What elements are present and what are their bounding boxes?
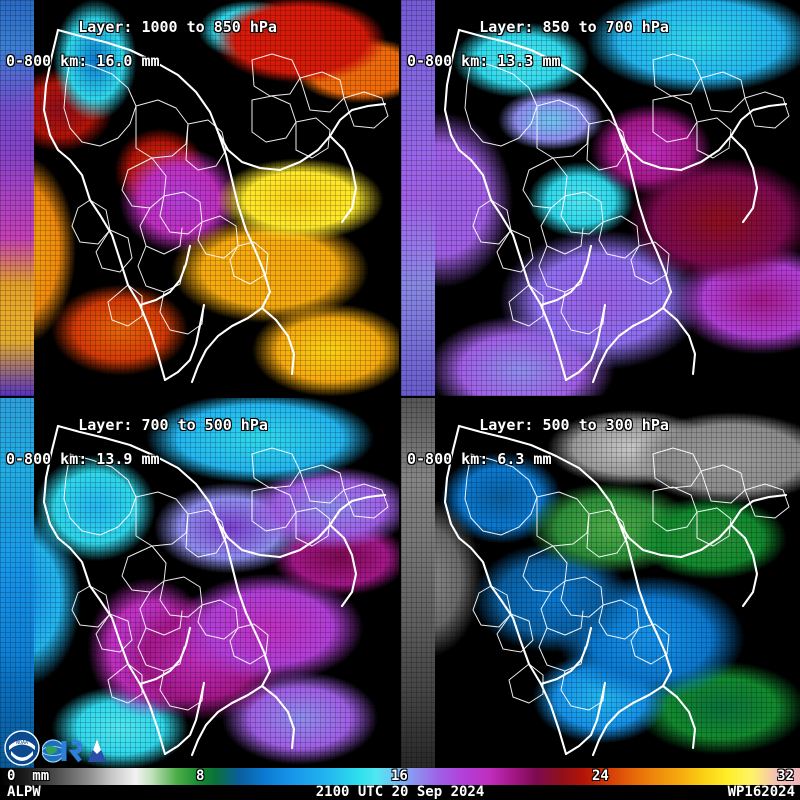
colorbar-tick-0: 0 mm — [7, 768, 50, 784]
vertical-divider-bottom — [399, 398, 401, 768]
panel-1000-850-hpa[interactable]: Layer: 1000 to 850 hPa 0-800 km: 16.0 mm — [0, 0, 399, 396]
cira-logo — [41, 732, 112, 766]
panel-value-label: 0-800 km: 16.0 mm — [6, 52, 160, 70]
panel-500-300-hpa[interactable]: Layer: 500 to 300 hPa 0-800 km: 6.3 mm — [401, 398, 800, 768]
noaa-logo: NOAA — [4, 730, 40, 766]
storm-id-label: WP162024 — [727, 784, 795, 800]
product-name-label: ALPW — [7, 784, 41, 800]
panel-value-label: 0-800 km: 6.3 mm — [407, 450, 552, 468]
horizontal-divider-left — [0, 396, 399, 398]
logo-group: NOAA — [4, 728, 112, 766]
panel-grid: Layer: 1000 to 850 hPa 0-800 km: 16.0 mm — [0, 0, 800, 768]
ocean-gradient-strip — [0, 0, 34, 396]
ocean-gradient-strip — [401, 0, 435, 396]
divider-center — [399, 396, 401, 398]
colorbar-tick-32: 32 — [777, 768, 794, 784]
panel-label: Layer: 850 to 700 hPa 0-800 km: 13.3 mm — [407, 2, 669, 104]
panel-label: Layer: 1000 to 850 hPa 0-800 km: 16.0 mm — [6, 2, 277, 104]
svg-text:NOAA: NOAA — [16, 740, 28, 746]
colorbar-gradient — [0, 768, 800, 785]
panel-layer-label: Layer: 700 to 500 hPa — [78, 416, 268, 434]
panel-700-500-hpa[interactable]: Layer: 700 to 500 hPa 0-800 km: 13.9 mm … — [0, 398, 399, 768]
colorbar-tick-8: 8 — [196, 768, 205, 784]
panel-value-label: 0-800 km: 13.3 mm — [407, 52, 561, 70]
timestamp-label: 2100 UTC 20 Sep 2024 — [315, 784, 485, 800]
panel-layer-label: Layer: 1000 to 850 hPa — [78, 18, 277, 36]
panel-value-label: 0-800 km: 13.9 mm — [6, 450, 160, 468]
panel-850-700-hpa[interactable]: Layer: 850 to 700 hPa 0-800 km: 13.3 mm — [401, 0, 800, 396]
ocean-gradient-strip — [0, 398, 34, 768]
colorbar-tick-24: 24 — [592, 768, 609, 784]
ocean-gradient-strip — [401, 398, 435, 768]
horizontal-divider-right — [401, 396, 800, 398]
vertical-divider-top — [399, 0, 401, 396]
colorbar[interactable]: 0 mm 8 16 24 32 — [0, 768, 800, 785]
panel-layer-label: Layer: 850 to 700 hPa — [479, 18, 669, 36]
panel-label: Layer: 500 to 300 hPa 0-800 km: 6.3 mm — [407, 400, 669, 502]
panel-label: Layer: 700 to 500 hPa 0-800 km: 13.9 mm — [6, 400, 268, 502]
footer-bar: ALPW 2100 UTC 20 Sep 2024 WP162024 — [0, 785, 800, 800]
panel-layer-label: Layer: 500 to 300 hPa — [479, 416, 669, 434]
colorbar-tick-16: 16 — [391, 768, 408, 784]
